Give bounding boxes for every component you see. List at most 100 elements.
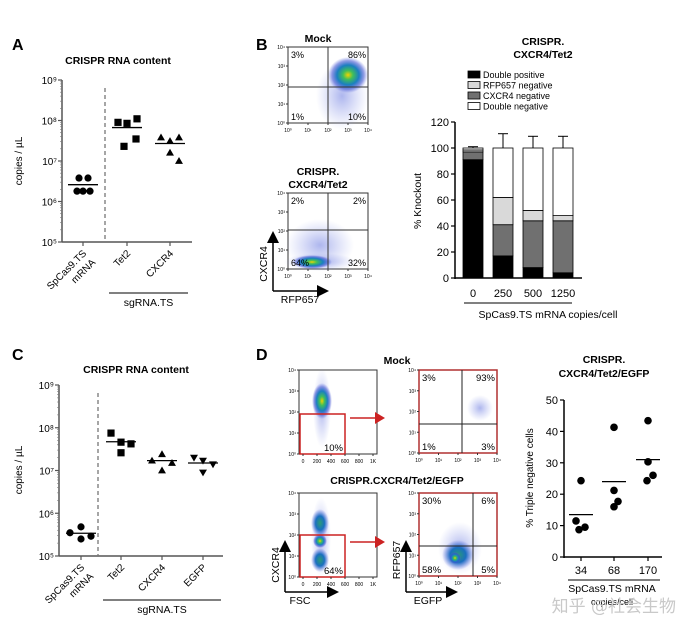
y-tick-label: 10⁵ xyxy=(39,552,54,563)
y-tick-label: 10² xyxy=(289,410,297,416)
y-tick-label: 10⁴ xyxy=(408,368,416,374)
x-tick-label: 600 xyxy=(341,459,350,465)
panel-d-xlabel-2: copies/cell xyxy=(591,597,633,607)
data-point xyxy=(199,457,207,465)
x-tick-label: 10⁴ xyxy=(364,128,372,134)
y-tick-label: 10³ xyxy=(289,512,297,518)
y-tick-label: 20 xyxy=(546,489,558,501)
y-tick-label: 20 xyxy=(437,247,449,259)
panel-b-title-1: CRISPR. xyxy=(522,36,565,48)
quadrant-ul: 3% xyxy=(291,50,304,60)
data-point xyxy=(123,119,131,127)
group-label: sgRNA.TS xyxy=(137,604,187,616)
bar-stack-250 xyxy=(492,133,514,279)
x-tick-label: 10³ xyxy=(474,458,482,464)
data-point xyxy=(175,133,183,141)
data-point xyxy=(575,525,583,534)
flow-d-right-ylabel: RFP657 xyxy=(391,541,403,580)
panel-c-title: CRISPR RNA content xyxy=(83,364,189,376)
flow-plot-d-crispr-fsc: 64% 10⁰ 10¹ 10² 10³ 10⁴ 0 200 400 600 800 1K xyxy=(288,491,378,588)
flow-d-crispr-title: CRISPR.CXCR4/Tet2/EGFP xyxy=(330,475,463,487)
x-tick-label: 10⁴ xyxy=(493,581,501,587)
data-point xyxy=(158,450,166,458)
bar-segment-rfp657-negative xyxy=(492,196,514,226)
data-point xyxy=(614,497,622,506)
gate-arrowhead xyxy=(375,536,385,548)
data-point xyxy=(157,133,165,141)
y-tick-label: 60 xyxy=(437,195,449,207)
y-tick-label: 80 xyxy=(437,169,449,181)
bar-segment-double-negative xyxy=(552,147,574,216)
data-point xyxy=(114,118,122,126)
flow-cloud-dense xyxy=(292,255,332,269)
legend-label: CXCR4 negative xyxy=(483,91,550,101)
bar-segment-cxcr4-negative xyxy=(552,220,574,274)
bar-segment-double-negative xyxy=(492,147,514,198)
y-tick-label: 10⁴ xyxy=(408,491,416,497)
y-tick-label: 10² xyxy=(278,229,286,235)
y-tick-label: 10 xyxy=(546,521,558,533)
quadrant-ur: 86% xyxy=(348,50,366,60)
y-tick-label: 10⁶ xyxy=(42,198,57,209)
series-spcas9-ts-mrna xyxy=(68,174,98,195)
y-tick-label: 10⁹ xyxy=(39,381,54,392)
y-tick-label: 30 xyxy=(546,458,558,470)
y-tick-label: 10¹ xyxy=(278,102,286,108)
y-tick-label: 10² xyxy=(409,533,417,539)
flow-b-crispr-title-1: CRISPR. xyxy=(297,166,340,178)
series-tet2 xyxy=(106,429,136,457)
quadrant-ll: 64% xyxy=(291,258,309,268)
y-tick-label: 10⁰ xyxy=(277,121,285,127)
quadrant-ur: 2% xyxy=(353,196,366,206)
quadrant-ll: 1% xyxy=(422,442,436,453)
bar-segment-rfp657-negative xyxy=(552,215,574,222)
gate-arrowhead xyxy=(375,412,385,424)
y-tick-label: 120 xyxy=(431,117,449,129)
gate-percent: 64% xyxy=(324,566,344,577)
y-tick-label: 10² xyxy=(409,410,417,416)
x-tick-label: 10³ xyxy=(344,274,352,280)
y-tick-label: 10⁸ xyxy=(39,424,54,435)
y-tick-label: 10¹ xyxy=(409,430,417,436)
flow-b-mock-title: Mock xyxy=(305,33,332,45)
x-tick-label: 10¹ xyxy=(304,128,312,134)
y-tick-label: 10⁴ xyxy=(277,191,285,197)
legend-swatch xyxy=(467,91,481,100)
flow-cloud xyxy=(467,395,493,421)
x-tick-label: 34 xyxy=(575,565,587,577)
quadrant-lr: 10% xyxy=(348,112,366,122)
quadrant-ul: 3% xyxy=(422,373,436,384)
quadrant-ll: 1% xyxy=(291,112,304,122)
x-tick-label: 10¹ xyxy=(304,274,312,280)
bar-segment-double-positive xyxy=(522,267,544,279)
y-tick-label: 10² xyxy=(278,83,286,89)
x-tick-label: 10⁰ xyxy=(415,581,423,587)
y-tick-label: 10⁶ xyxy=(39,509,54,520)
bar-segment-rfp657-negative xyxy=(522,209,544,222)
quadrant-ur: 6% xyxy=(481,496,495,507)
series-spcas9-ts-mrna xyxy=(66,523,96,543)
data-point xyxy=(577,476,585,485)
y-tick-label: 10⁴ xyxy=(288,491,296,497)
bar-segment-cxcr4-negative xyxy=(492,224,514,257)
data-point xyxy=(166,148,174,156)
data-point xyxy=(643,476,651,485)
y-tick-label: 100 xyxy=(431,143,449,155)
x-category-label: Tet2 xyxy=(106,562,127,583)
flow-b-crispr-title-2: CXCR4/Tet2 xyxy=(288,179,347,191)
data-point xyxy=(133,115,141,123)
data-point xyxy=(73,187,81,195)
panel-letter-a: A xyxy=(12,37,24,54)
x-tick-label: 10⁰ xyxy=(284,274,292,280)
x-tick-label: 10³ xyxy=(474,581,482,587)
gate-rect xyxy=(299,413,346,455)
panel-letter-c: C xyxy=(12,347,24,364)
data-point xyxy=(132,135,140,143)
x-tick-label: 0 xyxy=(302,582,305,588)
data-point xyxy=(581,523,589,531)
panel-d-scatter-chart: CRISPR. CXCR4/Tet2/EGFP % Triple negativ… xyxy=(525,354,662,607)
legend-swatch xyxy=(467,102,481,110)
